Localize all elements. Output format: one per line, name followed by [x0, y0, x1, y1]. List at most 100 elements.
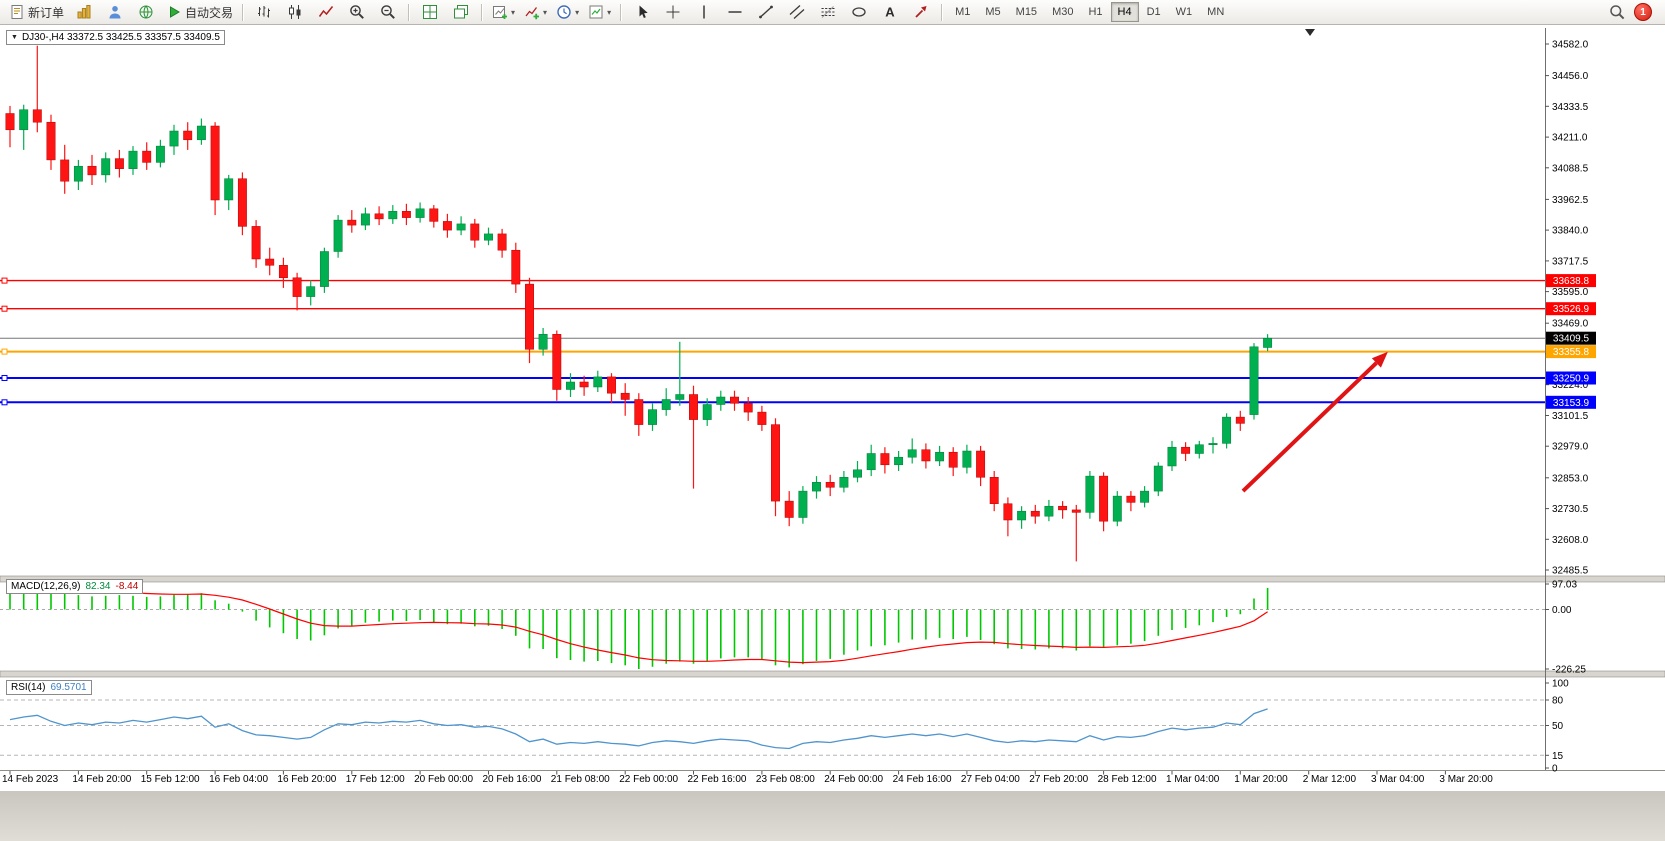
chart-area[interactable]: 34582.0 34456.0 34333.5 34211.0 34088.5 33962… — [0, 26, 1665, 791]
charts-button[interactable] — [69, 1, 99, 23]
crosshair-button[interactable] — [658, 1, 688, 23]
templates-button[interactable]: ▾ — [584, 1, 615, 23]
timeframe-m30[interactable]: M30 — [1052, 6, 1074, 18]
candlestick-icon — [287, 4, 303, 20]
trend-arrow-head[interactable] — [1371, 351, 1388, 368]
arrow-tool-button[interactable] — [906, 1, 936, 23]
time-axis-label: 27 Feb 04:00 — [961, 774, 1020, 785]
time-axis-label: 21 Feb 08:00 — [551, 774, 610, 785]
price-axis-tick: 33469.0 — [1552, 319, 1589, 330]
line-handle[interactable] — [1, 375, 8, 381]
toolbar-separator — [242, 3, 245, 21]
horizontal-line-icon — [727, 4, 743, 20]
new-chart-button[interactable]: ▾ — [488, 1, 519, 23]
text-button[interactable]: A — [875, 1, 905, 23]
zoom-in-button[interactable] — [342, 1, 372, 23]
rsi-axis-tick: 15 — [1552, 751, 1564, 762]
line-handle[interactable] — [1, 277, 8, 284]
search-icon[interactable] — [1609, 4, 1625, 20]
candle-body — [114, 158, 124, 169]
timeframe-d1[interactable]: D1 — [1146, 6, 1161, 18]
candlestick-chart-button[interactable] — [280, 1, 310, 23]
timeframe-m5[interactable]: M5 — [985, 6, 1001, 18]
fibonacci-icon — [820, 4, 836, 20]
shapes-button[interactable] — [844, 1, 874, 23]
zoom-in-icon — [349, 4, 365, 20]
line-handle[interactable] — [1, 399, 8, 406]
vertical-line-button[interactable] — [689, 1, 719, 23]
price-label: 33526.9 — [1546, 302, 1596, 316]
candle-body — [689, 394, 698, 420]
zoom-out-button[interactable] — [373, 1, 403, 23]
candle-body — [1194, 444, 1204, 454]
price-axis-tick: 34088.5 — [1552, 163, 1589, 174]
main-toolbar: 新订单 自动交易 ▾ ▾ ▾ ▾ A M1 M5 M15 M30 H1 H4 D1 W1 MN 1 — [0, 0, 1665, 25]
price-axis-tick: 32979.0 — [1552, 442, 1589, 453]
new-order-button[interactable]: 新订单 — [5, 1, 68, 23]
cursor-button[interactable] — [627, 1, 657, 23]
candle-body — [607, 376, 616, 394]
indicators-icon — [524, 4, 540, 20]
line-chart-button[interactable] — [311, 1, 341, 23]
profile-button[interactable] — [100, 1, 130, 23]
horizontal-line-button[interactable] — [720, 1, 750, 23]
trend-arrow[interactable] — [1241, 361, 1378, 493]
time-axis-label: 27 Feb 20:00 — [1029, 774, 1088, 785]
svg-text:33355.8: 33355.8 — [1553, 347, 1590, 358]
panel-divider[interactable] — [0, 575, 1665, 583]
candle-body — [19, 109, 29, 131]
trendline-button[interactable] — [751, 1, 781, 23]
candle-body — [470, 223, 480, 241]
price-label: 33355.8 — [1546, 345, 1596, 359]
tile-windows-button[interactable] — [415, 1, 445, 23]
trendline-icon — [758, 4, 774, 20]
toolbar-right: 1 — [1609, 3, 1660, 21]
time-axis-label: 24 Feb 00:00 — [824, 774, 883, 785]
rsi-label: RSI(14) 69.5701 — [6, 680, 92, 695]
timeframe-w1[interactable]: W1 — [1175, 6, 1193, 18]
timeframe-h4[interactable]: H4 — [1110, 2, 1139, 22]
price-label: 33409.5 — [1546, 331, 1596, 345]
candle-body — [484, 233, 493, 241]
cascade-windows-button[interactable] — [446, 1, 476, 23]
candle-body — [976, 450, 986, 478]
candle-body — [5, 113, 15, 131]
candle-body — [525, 283, 534, 350]
candle-body — [1249, 346, 1259, 415]
candle-body — [620, 392, 630, 400]
periods-button[interactable]: ▾ — [552, 1, 583, 23]
candle-body — [921, 449, 931, 462]
price-axis-tick: 34211.0 — [1552, 133, 1588, 144]
toolbar-separator — [941, 3, 944, 21]
chart-title-triangle-icon[interactable]: ▼ — [11, 34, 18, 41]
autotrading-button[interactable]: 自动交易 — [162, 1, 237, 23]
timeframe-m1[interactable]: M1 — [955, 6, 971, 18]
profile-icon — [107, 4, 123, 20]
candle-body — [894, 456, 904, 466]
chart-background[interactable] — [0, 26, 1665, 791]
candle-body — [757, 411, 767, 425]
bar-chart-button[interactable] — [249, 1, 279, 23]
indicators-button[interactable]: ▾ — [520, 1, 551, 23]
fibonacci-button[interactable] — [813, 1, 843, 23]
timeframe-m15[interactable]: M15 — [1015, 6, 1038, 18]
time-axis-label: 16 Feb 04:00 — [209, 774, 268, 785]
line-handle[interactable] — [1, 348, 8, 355]
candle-body — [880, 453, 890, 466]
autotrading-icon — [166, 4, 182, 20]
channel-button[interactable] — [782, 1, 812, 23]
timeframe-h1[interactable]: H1 — [1088, 6, 1103, 18]
notification-badge[interactable]: 1 — [1634, 3, 1652, 21]
line-handle[interactable] — [1, 305, 8, 312]
community-button[interactable] — [131, 1, 161, 23]
time-axis-label: 14 Feb 20:00 — [72, 774, 131, 785]
panel-divider[interactable] — [0, 670, 1665, 678]
timeframe-mn[interactable]: MN — [1207, 6, 1225, 18]
chart-shift-marker[interactable] — [1305, 29, 1315, 36]
candle-body — [1017, 510, 1027, 521]
time-axis-label: 28 Feb 12:00 — [1098, 774, 1157, 785]
candle-body — [183, 130, 193, 141]
candle-body — [278, 265, 288, 279]
candle-body — [46, 121, 56, 161]
candle-body — [1140, 490, 1150, 503]
